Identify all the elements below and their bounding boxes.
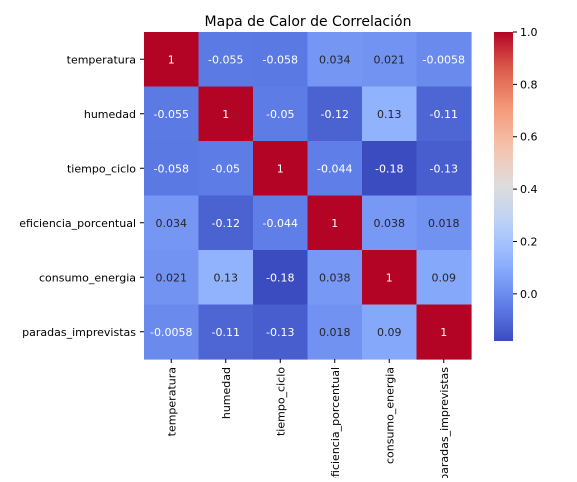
heatmap-cell [144, 32, 200, 88]
heatmap-cell [416, 250, 472, 306]
cell-value-label: -0.13 [266, 326, 294, 339]
heatmap-cell [144, 141, 200, 197]
column-tick-label: consumo_energia [383, 367, 396, 464]
cell-value-label: -0.12 [321, 108, 349, 121]
column-tick-label: temperatura [165, 367, 178, 436]
heatmap-cell [362, 32, 418, 88]
heatmap-cell [144, 195, 200, 251]
column-labels: temperatura humedad tiempo_ciclo eficiencia… [165, 359, 451, 482]
cell-value-label: -0.05 [212, 162, 240, 175]
row-tick-label: paradas_imprevistas [22, 326, 136, 339]
heatmap-cell [307, 86, 363, 142]
cell-value-label: 0.13 [214, 271, 239, 284]
heatmap-cell [362, 141, 418, 197]
heatmap-cell [144, 304, 200, 360]
heatmap-cell [416, 141, 472, 197]
colorbar-tick-label: 0.4 [520, 183, 538, 196]
cell-value-label: 0.09 [432, 271, 457, 284]
cell-value-label: 1 [386, 271, 393, 284]
cell-value-label: -0.13 [430, 162, 458, 175]
row-tick-label: consumo_energia [39, 271, 136, 284]
heatmap-cell [362, 86, 418, 142]
cell-value-label: 0.038 [374, 217, 406, 230]
cell-value-label: -0.058 [154, 162, 189, 175]
cell-value-label: 0.09 [377, 326, 402, 339]
heatmap-cells: 1 -0.055 -0.058 0.034 0.021 -0.0058 -0.055 1 -0.… [144, 32, 472, 360]
cell-value-label: -0.0058 [150, 326, 192, 339]
colorbar-tick-label: 0.6 [520, 131, 538, 144]
cell-value-label: -0.18 [266, 271, 294, 284]
cell-value-label: 0.021 [156, 271, 188, 284]
heatmap-cell [253, 304, 309, 360]
column-tick-label: humedad [220, 367, 233, 419]
column-tick-label: paradas_imprevistas [438, 367, 451, 478]
heatmap-cell [198, 86, 254, 142]
heatmap-cell [253, 250, 309, 306]
cell-value-label: 0.018 [428, 217, 460, 230]
cell-value-label: 0.018 [319, 326, 351, 339]
cell-value-label: 1 [331, 217, 338, 230]
cell-value-label: 0.034 [156, 217, 188, 230]
colorbar-gradient [494, 32, 513, 341]
row-tick-label: tiempo_ciclo [67, 162, 136, 175]
cell-value-label: -0.18 [375, 162, 403, 175]
cell-value-label: -0.044 [263, 217, 298, 230]
column-tick-label: tiempo_ciclo [274, 367, 287, 436]
heatmap-cell [416, 304, 472, 360]
cell-value-label: -0.05 [266, 108, 294, 121]
heatmap-cell [144, 86, 200, 142]
colorbar-tick-label: 0.0 [520, 288, 538, 301]
heatmap-cell [144, 250, 200, 306]
colorbar: 0.0 0.2 0.4 0.6 0.8 1.0 [494, 26, 538, 341]
colorbar-tick-label: 0.8 [520, 78, 538, 91]
heatmap-cell [198, 32, 254, 88]
heatmap-cell [253, 195, 309, 251]
heatmap-cell [416, 195, 472, 251]
heatmap-cell [362, 195, 418, 251]
cell-value-label: -0.11 [430, 108, 458, 121]
cell-value-label: 0.021 [374, 53, 406, 66]
chart-title: Mapa de Calor de Correlación [205, 14, 412, 30]
cell-value-label: -0.044 [317, 162, 352, 175]
row-labels: temperatura humedad tiempo_ciclo eficiencia… [19, 53, 144, 339]
heatmap-cell [416, 86, 472, 142]
cell-value-label: -0.058 [263, 53, 298, 66]
cell-value-label: -0.055 [208, 53, 243, 66]
heatmap-cell [253, 86, 309, 142]
cell-value-label: 1 [277, 162, 284, 175]
cell-value-label: 1 [168, 53, 175, 66]
heatmap-cell [362, 250, 418, 306]
colorbar-tick-label: 0.2 [520, 235, 538, 248]
cell-value-label: -0.12 [212, 217, 240, 230]
row-tick-label: eficiencia_porcentual [19, 217, 136, 230]
heatmap-cell [416, 32, 472, 88]
heatmap-cell [307, 141, 363, 197]
row-tick-label: temperatura [67, 53, 136, 66]
cell-value-label: 0.038 [319, 271, 351, 284]
heatmap-cell [307, 250, 363, 306]
cell-value-label: 0.034 [319, 53, 351, 66]
colorbar-tick-label: 1.0 [520, 26, 538, 39]
heatmap-cell [253, 141, 309, 197]
heatmap-cell [253, 32, 309, 88]
heatmap-cell [307, 32, 363, 88]
heatmap-cell [198, 195, 254, 251]
cell-value-label: -0.055 [154, 108, 189, 121]
heatmap-cell [198, 141, 254, 197]
cell-value-label: -0.0058 [423, 53, 465, 66]
cell-value-label: -0.11 [212, 326, 240, 339]
cell-value-label: 1 [222, 108, 229, 121]
cell-value-label: 0.13 [377, 108, 402, 121]
heatmap-cell [362, 304, 418, 360]
column-tick-label: eficiencia_porcentual [329, 367, 342, 478]
heatmap-cell [307, 304, 363, 360]
heatmap-cell [198, 250, 254, 306]
heatmap-cell [198, 304, 254, 360]
heatmap-cell [307, 195, 363, 251]
cell-value-label: 1 [440, 326, 447, 339]
row-tick-label: humedad [84, 108, 136, 121]
